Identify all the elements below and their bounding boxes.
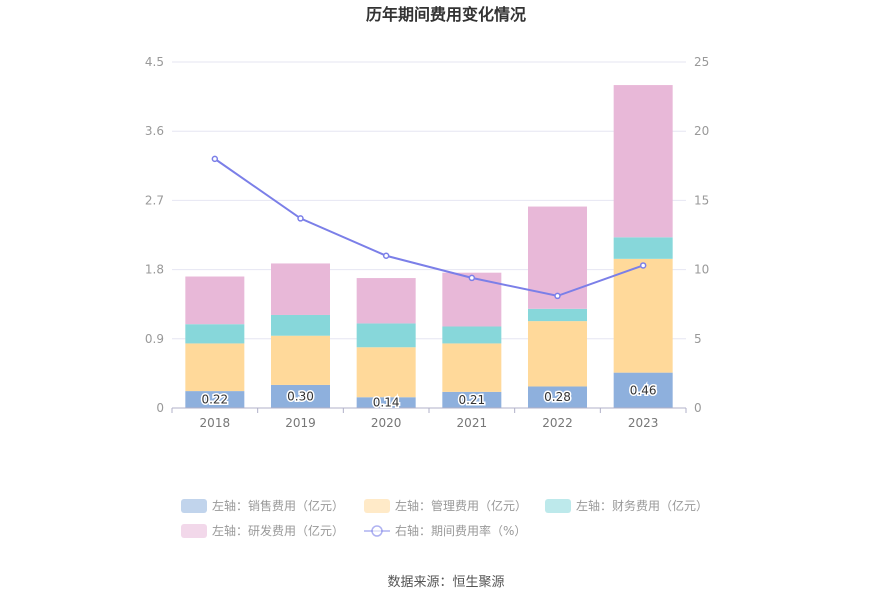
legend-swatch [181, 524, 207, 538]
grid [172, 61, 686, 409]
rate-point-2019 [297, 215, 304, 222]
bar-segment-0-2019 [271, 384, 330, 408]
bar-segment-0-2020 [356, 397, 416, 408]
rate-point-2022 [554, 292, 561, 300]
data-label-2019: 0.30 [287, 389, 314, 403]
data-label-2023: 0.46 [630, 383, 657, 397]
rate-point-2018 [211, 155, 219, 163]
bar-segment-3-2020 [356, 278, 416, 324]
y-right-tick-label: 20 [694, 124, 709, 138]
y-left-tick-label: 4.5 [145, 55, 164, 69]
legend-label: 左轴：研发费用（亿元） [212, 523, 344, 538]
rate-point-2023 [639, 262, 647, 269]
legend-label: 左轴：管理费用（亿元） [395, 498, 527, 513]
y-left-tick-label: 0 [156, 401, 164, 415]
legend[interactable]: 左轴：销售费用（亿元） 左轴：管理费用（亿元） 左轴：财务费用（亿元） 左轴：研发费用… [181, 498, 708, 538]
y-left-tick-label: 1.8 [145, 263, 164, 277]
y-right-tick-label: 15 [694, 193, 709, 207]
legend-item[interactable]: 右轴：期间费用率（%） [364, 523, 526, 538]
bar-segment-1-2021 [442, 343, 502, 392]
rate-point-2021 [468, 274, 476, 282]
rate-point-2020 [382, 252, 390, 260]
data-label-2022: 0.28 [544, 390, 571, 404]
bar-segment-0-2021 [442, 391, 502, 408]
bar-segment-2-2023 [613, 237, 673, 259]
bar-segment-3-2019 [271, 263, 330, 315]
bar-segment-0-2023 [613, 372, 673, 408]
data-labels: 0.22 0.30 0.14 0.21 0.28 0.46 [200, 382, 658, 411]
legend-swatch [181, 499, 207, 513]
bar-segment-1-2022 [528, 321, 587, 387]
rate-polyline [214, 158, 644, 297]
x-axis: 2018 2019 2020 2021 2022 2023 [171, 407, 687, 430]
legend-swatch [545, 499, 571, 513]
legend-label: 右轴：期间费用率（%） [395, 523, 526, 538]
legend-swatch [364, 499, 390, 513]
x-tick-label: 2019 [285, 416, 316, 430]
data-label-2020: 0.14 [373, 396, 400, 410]
legend-line-marker [371, 525, 383, 537]
x-tick-label: 2020 [371, 416, 402, 430]
bar-segment-3-2018 [185, 276, 245, 325]
y-axis-left: 0 0.9 1.8 2.7 3.6 4.5 [145, 55, 164, 415]
bar-segment-3-2023 [613, 85, 673, 238]
bar-segment-2-2021 [442, 326, 502, 344]
bar-segment-2-2018 [185, 324, 245, 344]
bar-segment-2-2020 [356, 323, 416, 348]
bar-segment-1-2020 [356, 347, 416, 398]
chart-title: 历年期间费用变化情况 [366, 5, 526, 24]
y-axis-right: 0 5 10 15 20 25 [694, 55, 709, 415]
bar-segment-1-2023 [613, 258, 673, 373]
legend-item[interactable]: 左轴：管理费用（亿元） [364, 498, 527, 513]
bars [185, 85, 673, 408]
data-label-2021: 0.21 [458, 393, 485, 407]
x-tick-label: 2023 [628, 416, 659, 430]
bar-segment-1-2019 [271, 335, 330, 385]
legend-label: 左轴：财务费用（亿元） [576, 498, 708, 513]
y-right-tick-label: 0 [694, 401, 702, 415]
x-tick-label: 2021 [457, 416, 488, 430]
legend-label: 左轴：销售费用（亿元） [212, 498, 344, 513]
bar-segment-2-2019 [271, 314, 330, 336]
y-left-tick-label: 0.9 [145, 332, 164, 346]
bar-segment-0-2018 [185, 391, 245, 408]
legend-item[interactable]: 左轴：财务费用（亿元） [545, 498, 708, 513]
y-right-tick-label: 25 [694, 55, 709, 69]
legend-item[interactable]: 左轴：销售费用（亿元） [181, 498, 344, 513]
legend-item[interactable]: 左轴：研发费用（亿元） [181, 523, 344, 538]
y-right-tick-label: 5 [694, 332, 702, 346]
y-right-tick-label: 10 [694, 263, 709, 277]
y-left-tick-label: 2.7 [145, 193, 164, 207]
bar-segment-1-2018 [185, 343, 245, 392]
rate-line [211, 155, 647, 300]
x-tick-label: 2022 [542, 416, 573, 430]
y-left-tick-label: 3.6 [145, 124, 164, 138]
bar-segment-2-2022 [528, 308, 587, 322]
x-tick-label: 2018 [200, 416, 231, 430]
data-label-2018: 0.22 [201, 393, 228, 407]
source-note: 数据来源：恒生聚源 [387, 575, 504, 590]
bar-segment-0-2022 [528, 386, 587, 408]
